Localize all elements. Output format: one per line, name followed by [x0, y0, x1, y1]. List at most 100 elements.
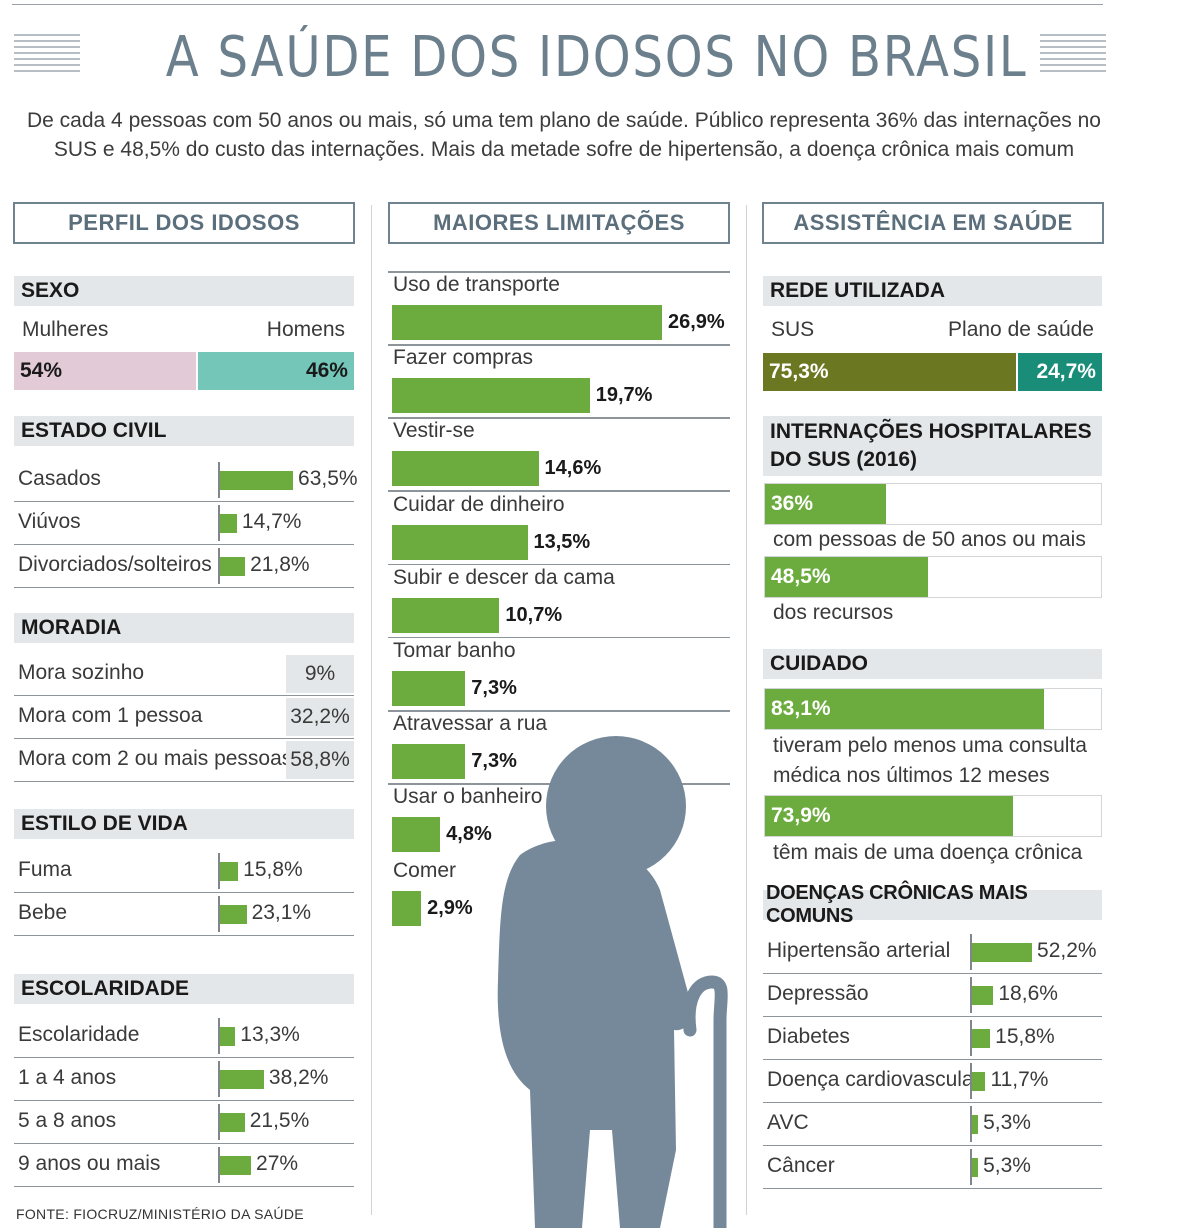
page-title: A SAÚDE DOS IDOSOS NO BRASIL [165, 25, 1028, 90]
limitacao-label: Atravessar a rua [393, 712, 548, 736]
limitacoes-top-rule [388, 271, 730, 273]
limitacao-value: 14,6% [544, 457, 602, 480]
escolaridade-row: Escolaridade 13,3% [14, 1015, 354, 1058]
limitacao-rule [388, 417, 730, 419]
doenca-label: Diabetes [767, 1025, 850, 1048]
estilo-value: 15,8% [243, 858, 303, 881]
doenca-bar [972, 1072, 986, 1091]
doenca-bar [972, 1115, 979, 1134]
internacoes-desc-2: dos recursos [773, 601, 894, 624]
estado-civil-row: Divorciados/solteiros 21,8% [14, 545, 354, 588]
escolaridade-bar [220, 1027, 236, 1046]
internacoes-title-line-2: DO SUS (2016) [770, 448, 918, 471]
doenca-axis [970, 934, 972, 970]
limitacao-label: Usar o banheiro [393, 785, 543, 809]
doenca-value: 18,6% [998, 982, 1058, 1005]
estado-civil-row: Viúvos 14,7% [14, 502, 354, 545]
cuidado-fill-1: 83,1% [765, 689, 1045, 729]
legend-plano: Plano de saúde [948, 318, 1094, 341]
internacoes-desc-1: com pessoas de 50 anos ou mais [773, 528, 1086, 551]
escolaridade-axis [218, 1104, 220, 1140]
section-header-perfil: PERFIL DOS IDOSOS [13, 202, 355, 244]
doenca-label: Depressão [767, 982, 869, 1005]
estado-civil-label: Casados [18, 467, 101, 490]
limitacao-label: Tomar banho [393, 639, 516, 662]
limitacao-value: 4,8% [446, 823, 492, 846]
doenca-value: 15,8% [995, 1025, 1055, 1048]
limitacao-item: Tomar banho 7,3% [388, 639, 730, 712]
estado-civil-label: Viúvos [18, 510, 81, 533]
limitacao-label: Subir e descer da cama [393, 565, 615, 589]
doenca-label: AVC [767, 1111, 809, 1134]
moradia-label: Mora sozinho [18, 661, 145, 684]
estado-civil-axis [218, 505, 220, 541]
plano-segment: 24,7% [1018, 353, 1102, 391]
estilo-label: Bebe [18, 901, 68, 924]
left-hatch-decoration [14, 34, 80, 74]
estilo-bar [220, 905, 247, 924]
doenca-row: AVC 5,3% [763, 1103, 1102, 1146]
limitacao-value: 26,9% [668, 311, 725, 333]
limitacao-bar [392, 817, 441, 853]
section-header-limitacoes: MAIORES LIMITAÇÕES [388, 202, 730, 244]
limitacao-item: Subir e descer da cama 10,7% [388, 566, 730, 639]
category-internacoes: INTERNAÇÕES HOSPITALARES DO SUS (2016) [763, 416, 1102, 476]
doenca-label: Doença cardiovascular [767, 1068, 981, 1091]
cuidado-bar-1: 83,1% [764, 688, 1102, 730]
top-rule [12, 4, 1103, 5]
limitacao-rule [388, 490, 730, 492]
cuidado-bar-2: 73,9% [764, 795, 1102, 837]
sus-segment: 75,3% [763, 353, 1019, 391]
limitacao-item: Fazer compras 19,7% [388, 346, 730, 419]
doenca-value: 52,2% [1037, 939, 1097, 962]
doenca-axis [970, 1020, 972, 1056]
limitacao-bar [392, 524, 528, 560]
limitacao-item: Usar o banheiro 4,8% [388, 785, 730, 858]
category-sexo: SEXO [14, 276, 354, 306]
limitacao-label: Vestir-se [393, 419, 475, 443]
estilo-axis [218, 853, 220, 889]
escolaridade-value: 27% [256, 1152, 299, 1175]
escolaridade-label: Escolaridade [18, 1023, 140, 1046]
doenca-axis [970, 1106, 972, 1142]
estilo-bar [220, 862, 239, 881]
category-escolaridade: ESCOLARIDADE [14, 974, 354, 1004]
estado-civil-bar [220, 471, 294, 490]
estilo-label: Fuma [18, 858, 72, 881]
doenca-axis [970, 977, 972, 1013]
page-subtitle: De cada 4 pessoas com 50 anos ou mais, s… [14, 106, 1114, 164]
escolaridade-bar [220, 1113, 245, 1132]
limitacao-item: Comer 2,9% [388, 859, 730, 932]
estilo-row: Bebe 23,1% [14, 893, 354, 936]
legend-sus: SUS [771, 318, 815, 341]
internacoes-bar-1: 36% [764, 483, 1102, 525]
doenca-axis [970, 1063, 972, 1099]
limitacao-value: 19,7% [595, 384, 653, 407]
escolaridade-bar [220, 1156, 252, 1175]
estado-civil-row: Casados 63,5% [14, 459, 358, 502]
elderly-person-icon [497, 736, 728, 1228]
limitacao-item: Cuidar de dinheiro 13,5% [388, 493, 730, 566]
cuidado-fill-2: 73,9% [765, 796, 1014, 836]
escolaridade-axis [218, 1018, 220, 1054]
doenca-row: Câncer 5,3% [763, 1146, 1102, 1189]
limitacao-label: Fazer compras [393, 346, 534, 370]
doenca-axis [970, 1149, 972, 1185]
limitacao-bar [392, 890, 422, 926]
limitacao-value: 7,3% [471, 677, 517, 699]
column-divider-1 [371, 205, 372, 1215]
estilo-row: Fuma 15,8% [14, 850, 354, 893]
limitacao-rule [388, 563, 730, 566]
escolaridade-label: 5 a 8 anos [18, 1109, 117, 1132]
estilo-value: 23,1% [251, 901, 312, 924]
doenca-bar [972, 943, 1033, 962]
doenca-row: Hipertensão arterial 52,2% [763, 931, 1102, 974]
men-segment: 46% [197, 352, 354, 390]
escolaridade-label: 1 a 4 anos [18, 1066, 117, 1089]
moradia-value: 32,2% [286, 698, 354, 736]
category-estado-civil: ESTADO CIVIL [14, 416, 354, 446]
source-credit: FONTE: FIOCRUZ/MINISTÉRIO DA SAÚDE [16, 1206, 304, 1222]
estado-civil-bar [220, 557, 246, 576]
escolaridade-axis [218, 1061, 220, 1097]
legend-women: Mulheres [22, 318, 109, 341]
